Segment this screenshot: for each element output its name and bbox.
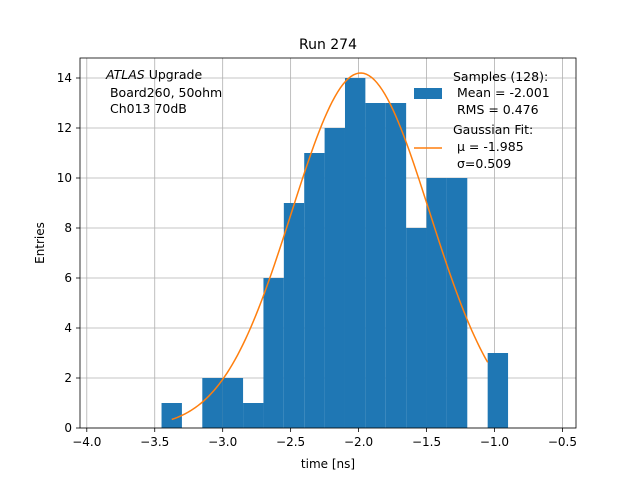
y-tick-label: 2 [64,371,72,385]
annotation-line-2: Board260, 50ohm [106,85,222,100]
gaussian-fit [171,72,489,421]
legend-swatch-histogram [414,88,442,99]
histogram-bar [324,128,345,428]
y-tick-label: 8 [64,221,72,235]
legend-histogram-line-2: Mean = -2.001 [453,85,550,100]
gaussian-fit-line [171,72,489,421]
chart-title: Run 274 [299,37,357,53]
histogram-bar [283,203,305,428]
x-tick-label: −1.0 [480,435,509,449]
histogram-bar [406,228,427,428]
annotation-atlas: ATLAS [105,67,145,82]
y-tick-label: 10 [57,171,72,185]
plot-frame [79,57,577,429]
x-tick-label: −2.0 [344,435,373,449]
y-tick-label: 14 [57,71,72,85]
histogram-bar [385,103,407,428]
y-tick-label: 6 [64,271,72,285]
y-axis-label: Entries [33,222,47,264]
x-tick-label: −3.5 [140,435,169,449]
histogram-bar [446,178,468,428]
axis-ticks: −4.0 −3.5 −3.0 −2.5 −2.0 −1.5 −1.0 −0.5 0 2 4 6 8 10 1… [57,71,577,449]
y-tick-label: 4 [64,321,72,335]
y-tick-label: 12 [57,121,72,135]
histogram-bar [243,403,264,428]
histogram-bar [344,78,366,428]
annotation-line-3: Ch013 70dB [106,101,187,116]
x-tick-label: −1.5 [412,435,441,449]
svg-text:ATLAS Upgrade: ATLAS Upgrade [105,67,202,82]
legend-histogram-line-1: Samples (128): [453,69,548,84]
x-axis-label: time [ns] [301,457,355,471]
histogram-bar [263,278,284,428]
x-tick-label: −0.5 [548,435,577,449]
y-tick-label: 0 [64,421,72,435]
histogram-bar [202,378,223,428]
histogram-bars [161,78,509,428]
histogram-bar [222,378,244,428]
histogram-bar [426,178,447,428]
legend-fit-line-1: Gaussian Fit: [453,122,533,137]
annotation: ATLAS Upgrade Board260, 50ohm Ch013 70dB [105,67,222,116]
annotation-line-1: Upgrade [145,67,203,82]
x-tick-label: −4.0 [72,435,101,449]
histogram-bar [304,153,325,428]
histogram-bar [487,353,509,428]
x-tick-label: −2.5 [276,435,305,449]
legend-fit-line-3: σ=0.509 [453,156,511,171]
histogram-bar [161,403,182,428]
x-tick-label: −3.0 [208,435,237,449]
legend-fit-line-2: μ = -1.985 [453,139,524,154]
legend-histogram-line-3: RMS = 0.476 [453,102,539,117]
histogram-bar [365,103,386,428]
legend: Samples (128): Mean = -2.001 RMS = 0.476… [414,69,550,171]
